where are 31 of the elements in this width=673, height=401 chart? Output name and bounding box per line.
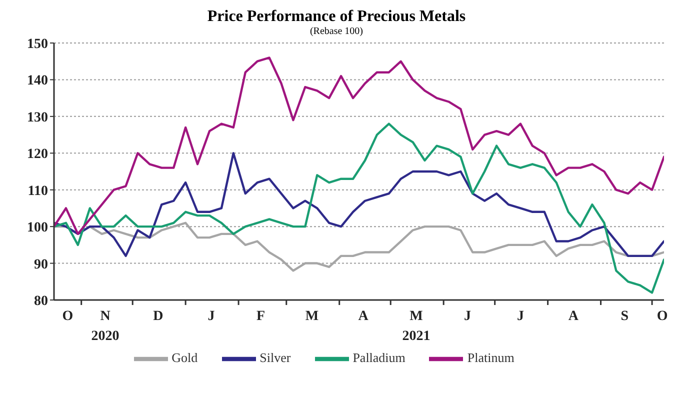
y-tick-label: 90	[34, 257, 48, 272]
x-tick-label: O	[62, 309, 74, 324]
legend-label: Platinum	[467, 350, 514, 365]
chart-title: Price Performance of Precious Metals	[206, 8, 467, 26]
x-tick-label: M	[305, 309, 319, 324]
x-tick-label: A	[358, 309, 370, 324]
line-series	[54, 56, 664, 236]
x-tick-label: O	[656, 309, 668, 324]
legend-label: Gold	[172, 350, 198, 365]
y-tick-label: 140	[27, 74, 48, 89]
chart-subtitle: (Rebase 100)	[308, 26, 364, 37]
line-series	[54, 152, 664, 258]
x-tick-label: F	[256, 309, 266, 324]
line-series	[54, 222, 664, 272]
x-tick-label: J	[516, 309, 524, 324]
y-tick-label: 130	[27, 110, 48, 126]
x-tick-label: J	[208, 309, 215, 324]
legend-label: Palladium	[352, 350, 406, 365]
x-tick-label: J	[464, 309, 471, 324]
x-tick-label: S	[620, 309, 629, 324]
line-series	[54, 122, 664, 294]
y-tick-label: 120	[27, 147, 48, 162]
y-tick-label: 110	[28, 184, 48, 199]
y-tick-label: 100	[27, 220, 48, 236]
legend-label: Silver	[260, 350, 291, 365]
x-tick-label: D	[153, 309, 164, 324]
y-tick-label: 80	[34, 294, 48, 309]
x-tick-label: A	[568, 309, 580, 324]
x-tick-label: M 2021	[402, 309, 430, 344]
y-tick-label: 150	[27, 36, 48, 52]
x-tick-label: N 2020	[91, 309, 120, 344]
